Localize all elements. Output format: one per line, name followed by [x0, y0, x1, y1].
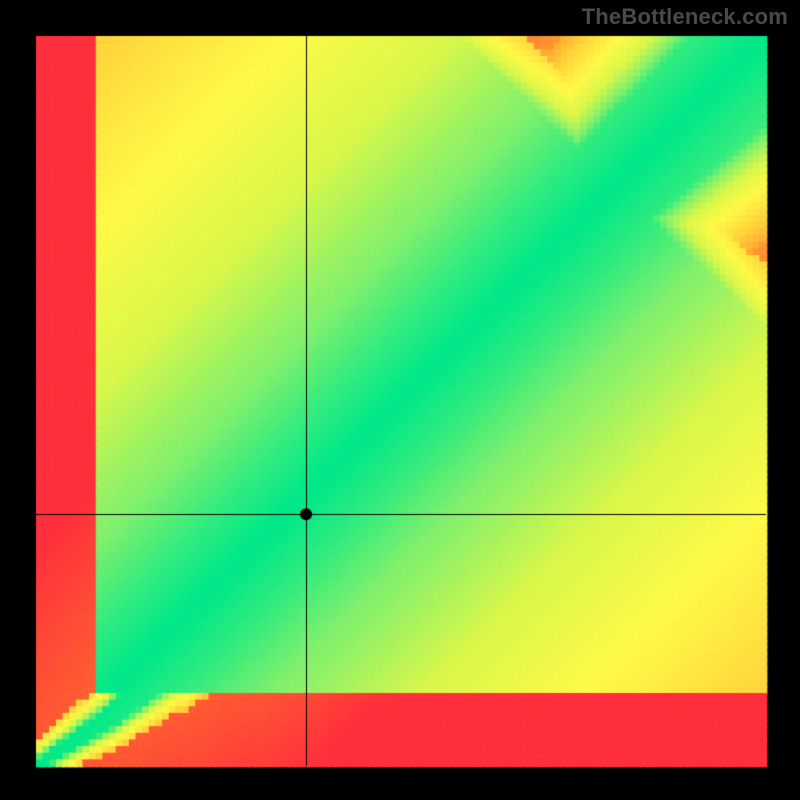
watermark-text: TheBottleneck.com: [582, 4, 788, 30]
stage: TheBottleneck.com: [0, 0, 800, 800]
crosshair-overlay: [0, 0, 800, 800]
